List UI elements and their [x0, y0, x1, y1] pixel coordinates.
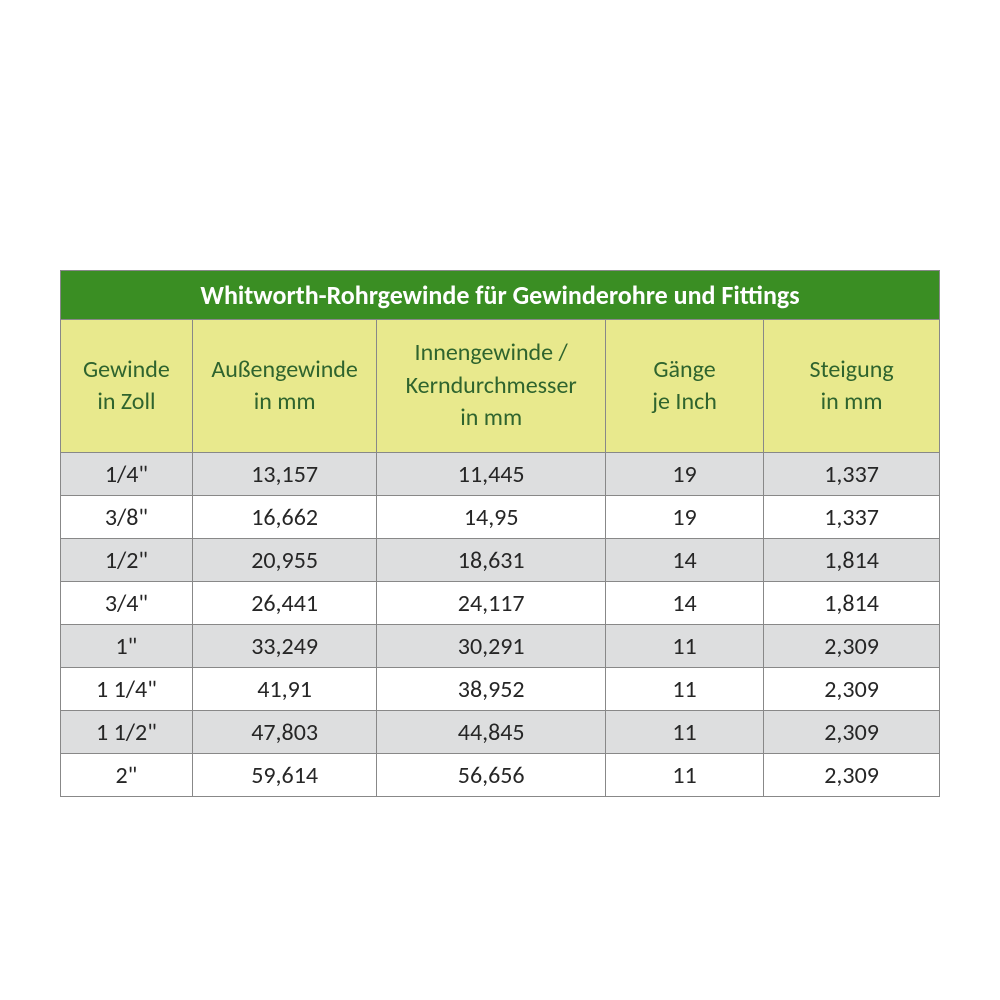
table-cell: 26,441 [192, 582, 377, 625]
header-line: Innengewinde / [415, 338, 568, 367]
table-cell: 1,337 [764, 496, 940, 539]
header-line: Kerndurchmesser [406, 371, 577, 400]
header-line: Gewinde [83, 355, 170, 384]
table-cell: 14 [605, 539, 763, 582]
table-cell: 3/4" [61, 582, 193, 625]
header-line: Gänge [653, 355, 715, 384]
table-cell: 1 1/2" [61, 711, 193, 754]
table-body: 1/4"13,15711,445191,3373/8"16,66214,9519… [61, 453, 940, 797]
table-row: 1 1/2"47,80344,845112,309 [61, 711, 940, 754]
table-cell: 38,952 [377, 668, 606, 711]
table-cell: 1,337 [764, 453, 940, 496]
table-cell: 1/4" [61, 453, 193, 496]
title-row: Whitworth-Rohrgewinde für Gewinderohre u… [61, 271, 940, 320]
table-cell: 2,309 [764, 625, 940, 668]
table-row: 1/4"13,15711,445191,337 [61, 453, 940, 496]
table-row: 1 1/4"41,9138,952112,309 [61, 668, 940, 711]
header-line: je Inch [652, 387, 717, 416]
table-cell: 3/8" [61, 496, 193, 539]
table-cell: 16,662 [192, 496, 377, 539]
table-row: 1/2"20,95518,631141,814 [61, 539, 940, 582]
table-cell: 18,631 [377, 539, 606, 582]
header-innengewinde: Innengewinde / Kerndurchmesser in mm [377, 320, 606, 453]
table-head: Whitworth-Rohrgewinde für Gewinderohre u… [61, 271, 940, 453]
table-cell: 11 [605, 668, 763, 711]
header-row: Gewinde in Zoll Außengewinde in mm Innen… [61, 320, 940, 453]
header-aussengewinde: Außengewinde in mm [192, 320, 377, 453]
table-cell: 13,157 [192, 453, 377, 496]
header-steigung: Steigung in mm [764, 320, 940, 453]
table-row: 1"33,24930,291112,309 [61, 625, 940, 668]
header-gaenge: Gänge je Inch [605, 320, 763, 453]
table-cell: 11,445 [377, 453, 606, 496]
table-title: Whitworth-Rohrgewinde für Gewinderohre u… [61, 271, 940, 320]
table-container: Whitworth-Rohrgewinde für Gewinderohre u… [60, 270, 940, 797]
header-line: in Zoll [97, 387, 155, 416]
table-cell: 2,309 [764, 754, 940, 797]
table-cell: 11 [605, 711, 763, 754]
header-line: in mm [254, 387, 316, 416]
table-cell: 1,814 [764, 582, 940, 625]
table-cell: 14,95 [377, 496, 606, 539]
table-cell: 24,117 [377, 582, 606, 625]
table-cell: 1 1/4" [61, 668, 193, 711]
table-cell: 19 [605, 496, 763, 539]
table-cell: 47,803 [192, 711, 377, 754]
header-line: Steigung [810, 355, 894, 384]
header-gewinde: Gewinde in Zoll [61, 320, 193, 453]
table-cell: 14 [605, 582, 763, 625]
header-line: in mm [821, 387, 883, 416]
table-cell: 2,309 [764, 668, 940, 711]
table-cell: 44,845 [377, 711, 606, 754]
header-line: in mm [460, 403, 522, 432]
table-row: 2"59,61456,656112,309 [61, 754, 940, 797]
table-cell: 11 [605, 625, 763, 668]
table-cell: 2,309 [764, 711, 940, 754]
table-cell: 20,955 [192, 539, 377, 582]
table-cell: 59,614 [192, 754, 377, 797]
table-cell: 56,656 [377, 754, 606, 797]
table-cell: 30,291 [377, 625, 606, 668]
table-row: 3/8"16,66214,95191,337 [61, 496, 940, 539]
table-cell: 1/2" [61, 539, 193, 582]
table-cell: 33,249 [192, 625, 377, 668]
table-cell: 1,814 [764, 539, 940, 582]
table-cell: 1" [61, 625, 193, 668]
table-row: 3/4"26,44124,117141,814 [61, 582, 940, 625]
table-cell: 11 [605, 754, 763, 797]
table-cell: 19 [605, 453, 763, 496]
whitworth-thread-table: Whitworth-Rohrgewinde für Gewinderohre u… [60, 270, 940, 797]
header-line: Außengewinde [211, 355, 357, 384]
table-cell: 2" [61, 754, 193, 797]
table-cell: 41,91 [192, 668, 377, 711]
